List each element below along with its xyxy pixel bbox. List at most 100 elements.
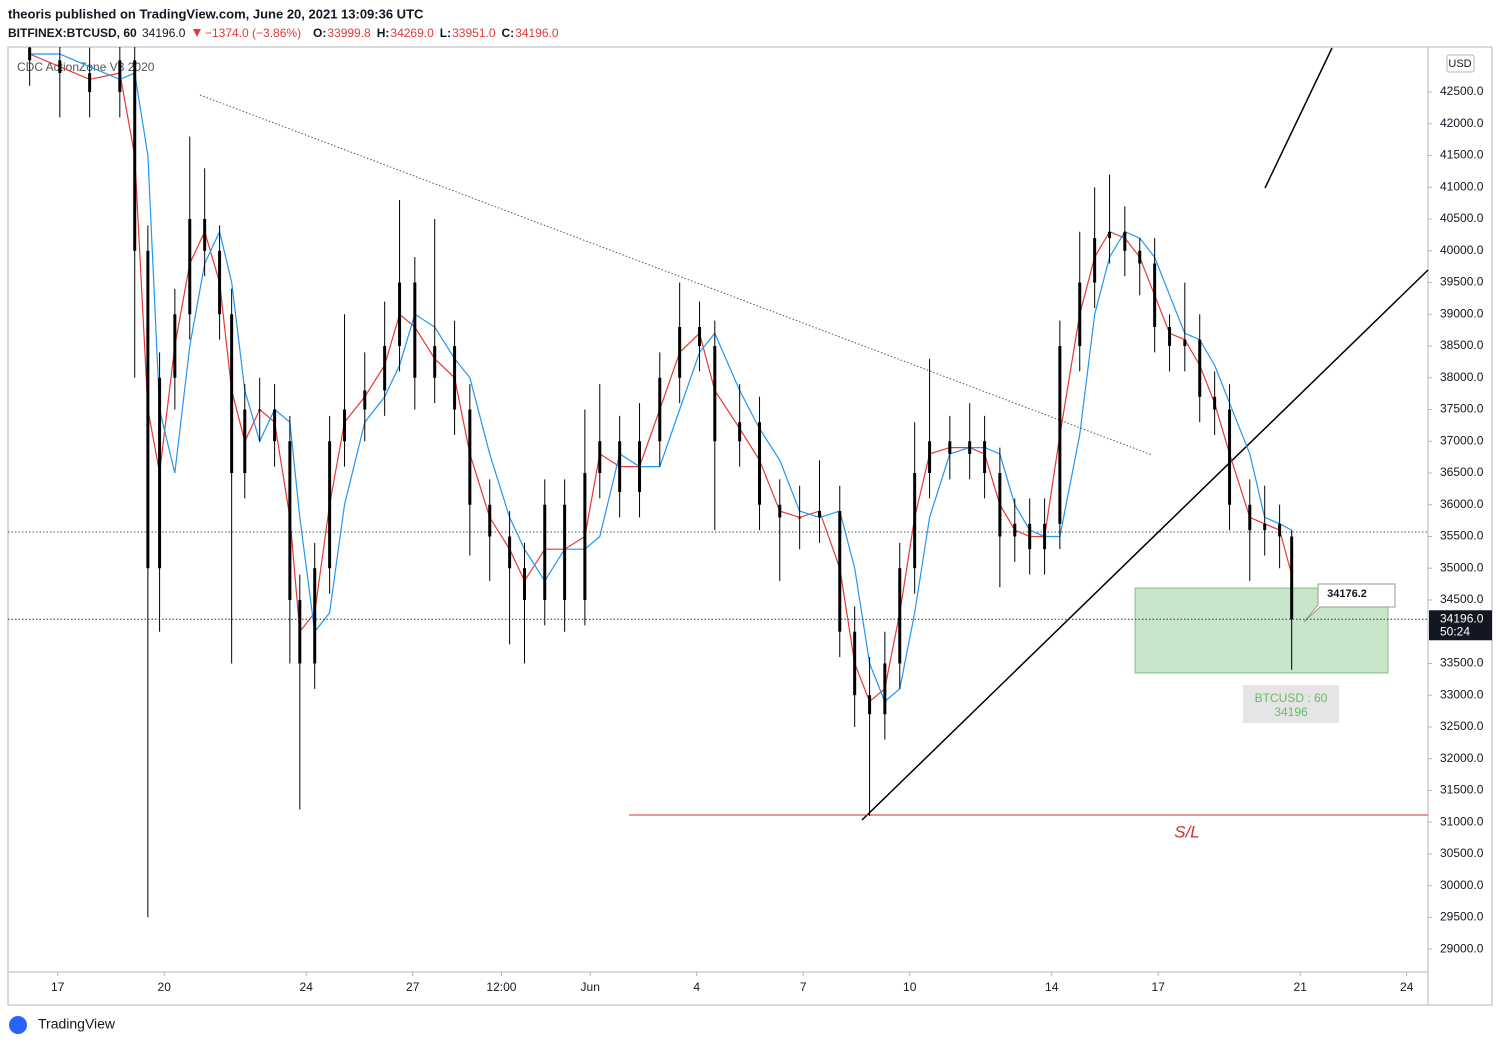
change: −1374.0 (−3.86%) [205,26,301,40]
ohlc-value: 33999.8 [327,26,371,40]
header-line: BITFINEX:BTCUSD, 60 34196.0 −1374.0 (−3.… [8,26,559,40]
last-price-axis-label: 34196.0 [1440,611,1484,625]
y-tick-label: 32500.0 [1440,719,1484,733]
ohlc-label: C: [502,26,515,40]
candle-body [758,422,762,505]
y-tick-label: 33000.0 [1440,687,1484,701]
candle-body [1153,263,1157,327]
last-price: 34196.0 [142,26,186,40]
candle-body [1263,523,1267,531]
plot-frame [7,46,1429,973]
trendline-target [1264,47,1333,189]
y-tick-label: 38500.0 [1440,338,1484,352]
candle-body [913,472,917,569]
y-tick-label: 33500.0 [1440,656,1484,670]
y-tick-label: 29500.0 [1440,910,1484,924]
candle-body [258,409,262,411]
symbol-tag-name: BTCUSD : 60 [1255,691,1328,705]
candles [28,47,1294,918]
candle-body [243,409,247,473]
candle-body [88,73,92,93]
candle-body [1213,396,1217,410]
footer: TradingView [9,1016,116,1034]
candle-body [543,504,547,600]
logo-icon [9,1016,27,1034]
y-tick-label: 29000.0 [1440,941,1484,955]
candle-body [563,504,567,600]
x-tick-label: 20 [158,980,172,994]
y-tick-label: 37500.0 [1440,402,1484,416]
y-tick-label: 42000.0 [1440,116,1484,130]
y-tick-label: 32000.0 [1440,751,1484,765]
candle-body [298,599,302,664]
publisher: theoris published on TradingView.com, Ju… [8,6,424,21]
y-tick-label: 36000.0 [1440,497,1484,511]
candle-body [713,346,717,442]
y-tick-label: 30500.0 [1440,846,1484,860]
ohlc-label: H: [377,26,390,40]
x-tick-label: 27 [406,980,420,994]
moving-average [29,53,1293,703]
candle-body [413,282,417,378]
candle-body [1058,346,1062,524]
y-tick-label: 31500.0 [1440,783,1484,797]
candle-body [818,511,822,518]
candle-body [173,314,177,378]
candle-body [983,441,987,473]
candle-body [383,346,387,391]
x-tick-label: 21 [1294,980,1308,994]
y-tick-label: 36500.0 [1440,465,1484,479]
ohlc-value: 34269.0 [390,26,434,40]
ohlc-label: L: [440,26,451,40]
candle-body [948,441,952,454]
y-tick-label: 34500.0 [1440,592,1484,606]
x-tick-label: 24 [300,980,314,994]
candle-body [778,504,782,518]
candle-body [203,219,207,251]
candle-body [118,60,122,93]
candle-body [658,377,662,442]
candle-body [1013,523,1017,537]
candle-body [158,377,162,569]
last-price-box [1429,610,1492,641]
y-tick-label: 35000.0 [1440,560,1484,574]
callout-text: 34176.2 [1327,588,1367,600]
candle-body [798,517,802,519]
y-tick-label: 40500.0 [1440,211,1484,225]
x-tick-label: 10 [903,980,917,994]
x-tick-label: 17 [51,980,65,994]
candle-body [488,504,492,537]
y-tick-label: 40000.0 [1440,243,1484,257]
candle-body [618,441,622,493]
x-tick-label: 14 [1045,980,1059,994]
candle-body [1198,339,1202,397]
y-tick-label: 39500.0 [1440,275,1484,289]
candle-body [188,219,192,315]
candle-body [313,568,317,664]
candle-body [1183,339,1187,347]
candle-body [1108,231,1112,239]
candle-body [1248,504,1252,531]
candle-body [133,60,137,251]
symbol: BITFINEX:BTCUSD, 60 [8,26,137,40]
candle-body [968,441,972,454]
footer-brand: TradingView [38,1016,116,1032]
candle-body [598,441,602,473]
x-tick-label: 17 [1152,980,1166,994]
y-tick-label: 31000.0 [1440,814,1484,828]
candle-body [1078,282,1082,347]
candle-body [698,326,702,347]
y-tick-label: 30000.0 [1440,878,1484,892]
y-tick-label: 35500.0 [1440,529,1484,543]
candle-body [508,536,512,569]
ohlc-value: 33951.0 [452,26,496,40]
candle-body [898,568,902,664]
candle-body [273,409,277,442]
candle-body [868,695,872,715]
candle-body [1290,536,1294,620]
candle-body [398,282,402,347]
stop-loss-label: S/L [1174,822,1200,841]
candle-body [838,511,842,632]
ohlc-label: O: [313,26,326,40]
